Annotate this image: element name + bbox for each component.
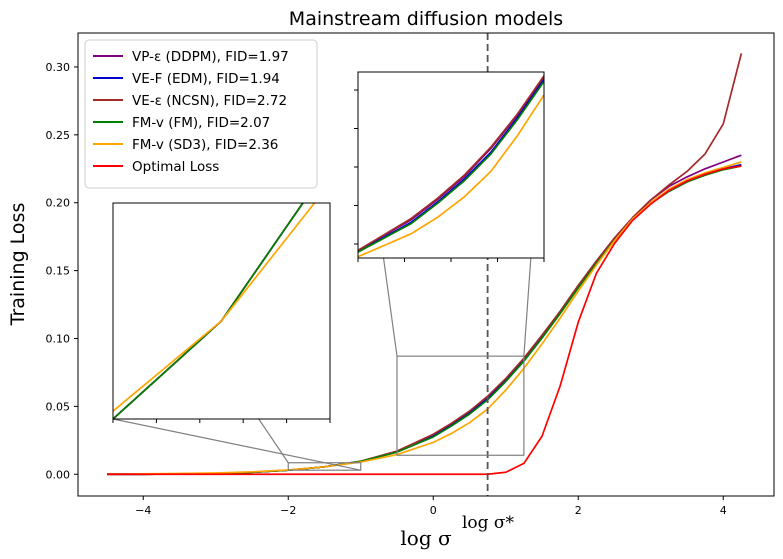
legend-item-optimal-loss: Optimal Loss xyxy=(93,159,219,175)
legend-item-fm-v-fm-fid-2-07: FM-v (FM), FID=2.07 xyxy=(93,115,270,131)
inset-series-line-ve-f-edm-fid-1-94 xyxy=(358,78,544,253)
x-tick-label: 4 xyxy=(720,504,727,517)
legend-label: VE-F (EDM), FID=1.94 xyxy=(132,71,280,87)
inset-zoom-regions xyxy=(287,355,525,471)
legend-label: VE-ε (NCSN), FID=2.72 xyxy=(132,93,287,109)
x-axis-ticks: −4 −2 0 2 4 xyxy=(135,496,727,517)
legend: VP-ε (DDPM), FID=1.97 VE-F (EDM), FID=1.9… xyxy=(84,39,318,189)
y-tick-label: 0.25 xyxy=(46,129,71,142)
series-line-optimal-loss xyxy=(107,165,742,476)
legend-label: FM-v (SD3), FID=2.36 xyxy=(132,137,278,153)
y-tick-label: 0.30 xyxy=(46,61,71,74)
y-axis-label: Training Loss xyxy=(7,203,29,327)
x-tick-label: −4 xyxy=(135,504,151,517)
y-tick-label: 0.10 xyxy=(46,332,71,345)
series-line-fm-v-sd3-fid-2-36 xyxy=(106,161,742,476)
inset-connector-line xyxy=(112,418,361,471)
inset-series-line-fm-v-fm-fid-2-07 xyxy=(358,79,544,254)
x-tick-label: 2 xyxy=(575,504,582,517)
main-plot-lines xyxy=(106,53,743,476)
inset-series-line-fm-v-sd3-fid-2-36 xyxy=(113,203,316,413)
plot-frame xyxy=(77,32,775,497)
x-axis-label: log σ xyxy=(400,526,452,550)
legend-item-vp-ddpm-fid-1-97: VP-ε (DDPM), FID=1.97 xyxy=(93,49,289,65)
y-tick-label: 0.20 xyxy=(46,197,71,210)
y-axis-ticks: 0.00 0.05 0.10 0.15 0.20 0.25 0.30 xyxy=(46,61,78,481)
inset-series-line-ve-ncsn-fid-2-72 xyxy=(358,74,544,252)
legend-item-ve-ncsn-fid-2-72: VE-ε (NCSN), FID=2.72 xyxy=(93,93,287,109)
legend-label: FM-v (FM), FID=2.07 xyxy=(132,115,270,131)
x-tick-label: 0 xyxy=(430,504,437,517)
y-tick-label: 0.00 xyxy=(46,468,71,481)
inset-series-line-fm-v-sd3-fid-2-36 xyxy=(358,93,544,258)
legend-label: VP-ε (DDPM), FID=1.97 xyxy=(132,49,289,65)
legend-item-fm-v-sd3-fid-2-36: FM-v (SD3), FID=2.36 xyxy=(93,137,278,153)
legend-box xyxy=(84,39,318,189)
inset-series-line-vp-ddpm-fid-1-97 xyxy=(358,75,544,252)
zoom-region-left-inset xyxy=(287,462,362,471)
chart-title: Mainstream diffusion models xyxy=(289,8,563,30)
left-inset xyxy=(112,202,331,423)
zoom-region-center-inset xyxy=(396,355,525,456)
legend-item-ve-f-edm-fid-1-94: VE-F (EDM), FID=1.94 xyxy=(93,71,280,87)
x-tick-label: −2 xyxy=(280,504,296,517)
center-inset xyxy=(354,71,545,262)
y-tick-label: 0.05 xyxy=(46,400,71,413)
optimal-sigma-label: log σ* xyxy=(462,513,515,533)
legend-label: Optimal Loss xyxy=(132,159,219,175)
y-tick-label: 0.15 xyxy=(46,265,71,278)
